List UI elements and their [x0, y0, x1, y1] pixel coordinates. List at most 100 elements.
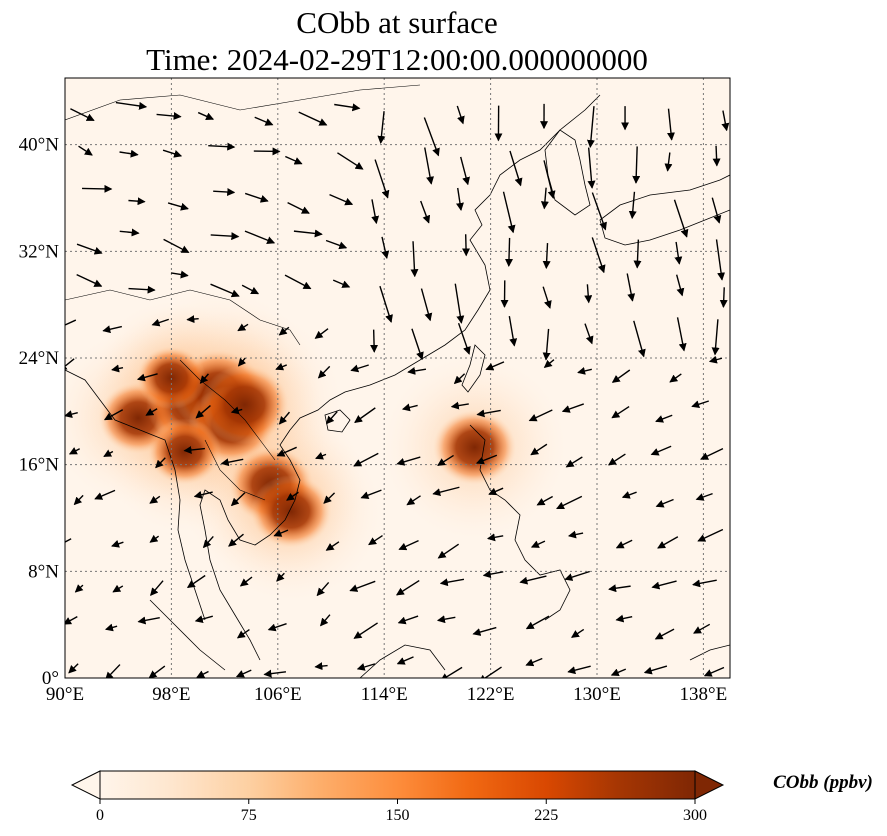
co-hotspot: [250, 474, 332, 548]
wind-vectors: [65, 101, 730, 678]
wind-arrow: [586, 106, 595, 148]
wind-arrow: [611, 405, 630, 419]
wind-arrow: [317, 365, 331, 379]
wind-arrow: [542, 286, 552, 309]
wind-arrow: [162, 149, 183, 158]
wind-arrow: [220, 458, 244, 467]
wind-arrow: [320, 614, 331, 627]
wind-arrow: [241, 284, 260, 295]
wind-arrow: [65, 410, 78, 419]
wind-arrow: [193, 490, 213, 499]
wind-arrow: [525, 657, 543, 667]
wind-arrow: [395, 579, 420, 596]
wind-arrow: [453, 373, 466, 385]
wind-arrow: [326, 411, 338, 425]
wind-arrow: [74, 584, 84, 593]
wind-arrow: [542, 328, 551, 361]
wind-arrow: [628, 191, 637, 220]
wind-arrow: [314, 662, 328, 671]
wind-arrow: [509, 150, 523, 187]
wind-arrow: [329, 193, 354, 206]
title-line-1: CObb at surface: [296, 5, 497, 40]
wind-arrow: [325, 541, 340, 551]
wind-arrow: [621, 491, 637, 499]
wind-arrow: [669, 373, 682, 383]
wind-arrow: [149, 534, 160, 543]
wind-arrow: [608, 584, 631, 593]
wind-arrow: [68, 663, 79, 674]
wind-arrow: [420, 200, 431, 224]
wind-arrow: [103, 449, 114, 458]
wind-arrow: [437, 543, 460, 559]
wind-arrow: [115, 101, 148, 110]
wind-arrow: [213, 188, 236, 197]
wind-arrow: [584, 323, 594, 345]
wind-arrow: [197, 111, 215, 121]
wind-arrow: [462, 234, 471, 257]
wind-arrow: [128, 197, 146, 206]
wind-arrow: [456, 105, 465, 125]
colorbar-label: CObb (ppbv): [773, 772, 873, 793]
wind-arrow: [651, 580, 677, 590]
wind-arrow: [287, 201, 310, 214]
wind-arrow: [567, 530, 584, 539]
wind-arrow: [543, 160, 556, 199]
wind-arrow: [536, 495, 553, 506]
latitude-axis: 0° 8°N 16°N 24°N 32°N 40°N: [19, 135, 60, 689]
wind-arrow: [454, 283, 465, 324]
wind-arrow: [278, 326, 290, 336]
wind-arrow: [692, 579, 717, 588]
wind-arrow: [650, 445, 672, 456]
wind-arrow: [432, 486, 460, 497]
wind-arrow: [719, 287, 728, 308]
wind-arrow: [186, 574, 206, 589]
wind-arrow: [82, 184, 113, 193]
wind-arrow: [712, 145, 721, 167]
wind-arrow: [420, 288, 433, 322]
wind-arrow: [275, 362, 287, 371]
wind-arrow: [396, 456, 421, 466]
wind-arrow: [657, 536, 679, 549]
wind-arrow: [237, 357, 247, 367]
wind-arrow: [136, 373, 158, 382]
colorbar-tick-label: 150: [386, 807, 410, 824]
wind-arrow: [349, 580, 376, 592]
wind-arrow: [693, 623, 711, 634]
wind-arrow: [502, 191, 516, 234]
wind-arrow: [112, 584, 124, 593]
colorbar-tick-label: 225: [534, 807, 558, 824]
wind-arrow: [276, 572, 285, 582]
wind-arrow: [68, 447, 81, 455]
wind-arrow: [210, 283, 240, 298]
wind-arrow: [337, 152, 364, 170]
wind-arrow: [293, 229, 323, 238]
wind-arrow: [615, 539, 633, 549]
wind-arrow: [284, 274, 312, 290]
coastlines: [65, 84, 730, 678]
wind-arrow: [700, 447, 724, 460]
lon-tick-label: 98°E: [152, 684, 190, 705]
wind-arrow: [76, 274, 103, 287]
wind-arrow: [94, 489, 116, 500]
wind-arrow: [567, 665, 591, 675]
wind-arrow: [334, 103, 361, 112]
wind-arrow: [708, 355, 723, 364]
wind-arrow: [476, 409, 501, 418]
wind-arrow: [145, 408, 158, 416]
colorbar-ticks: 0 75 150 225 300: [96, 799, 707, 824]
wind-arrow: [111, 540, 124, 548]
wind-arrow: [278, 411, 291, 425]
wind-arrow: [228, 533, 244, 547]
wind-arrow: [325, 239, 348, 250]
wind-arrow: [195, 405, 211, 419]
wind-arrow: [437, 454, 454, 466]
wind-arrow: [119, 149, 139, 158]
map-frame: [64, 77, 731, 679]
wind-arrow: [286, 491, 299, 501]
wind-arrow: [210, 232, 240, 241]
colorbar-max-extend: [694, 770, 725, 800]
wind-arrow: [711, 319, 720, 356]
map-panel: [65, 78, 730, 678]
wind-arrow: [368, 534, 383, 546]
colorbar-tick-label: 300: [683, 807, 707, 824]
